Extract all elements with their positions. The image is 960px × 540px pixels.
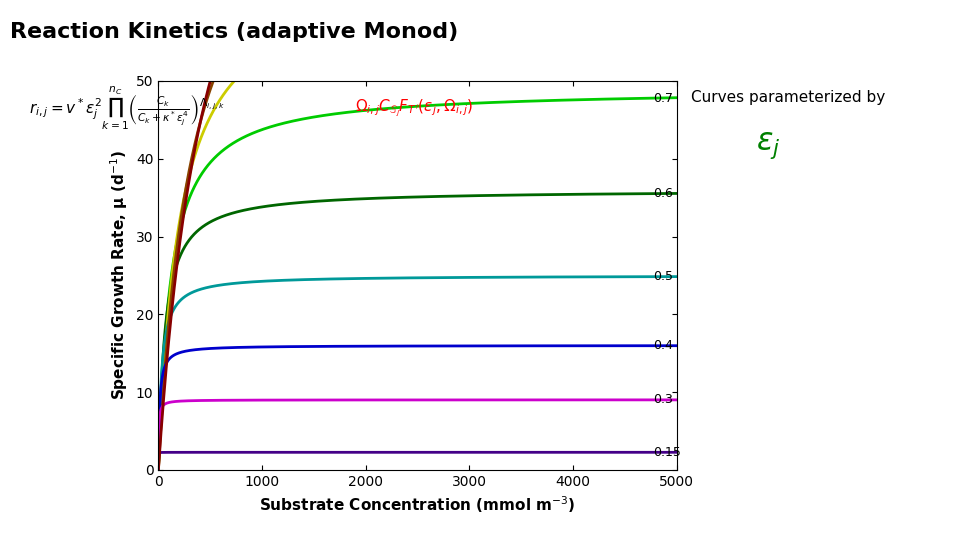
Text: $\Omega_{i,j}C_{\mathbb{S}_j}F_{T^{\prime}}(\varepsilon_j,\Omega_{i,j})$: $\Omega_{i,j}C_{\mathbb{S}_j}F_{T^{\prim… [355,97,473,119]
Text: 1.0: 1.0 [0,539,1,540]
Text: 0.8: 0.8 [0,539,1,540]
Text: Curves parameterized by: Curves parameterized by [691,90,885,105]
Text: $\varepsilon_j$: $\varepsilon_j$ [756,130,780,161]
Y-axis label: Specific Growth Rate, μ (d$^{-1}$): Specific Growth Rate, μ (d$^{-1}$) [108,151,131,400]
Text: 0.9: 0.9 [0,539,1,540]
Text: 0.3: 0.3 [653,393,673,407]
Text: 0.8: 0.8 [0,539,1,540]
Text: 0.5: 0.5 [653,270,673,283]
Text: $r_{i,j} = v^*\varepsilon_j^2\prod_{k=1}^{n_C}\left(\frac{C_k}{C_k + \kappa^*\va: $r_{i,j} = v^*\varepsilon_j^2\prod_{k=1}… [29,84,225,132]
Text: 0.9: 0.9 [0,539,1,540]
Text: 1.0: 1.0 [0,539,1,540]
Text: 0.4: 0.4 [653,339,673,352]
Text: 0.15: 0.15 [653,446,681,459]
Text: 0.7: 0.7 [653,92,673,105]
X-axis label: Substrate Concentration (mmol m$^{-3}$): Substrate Concentration (mmol m$^{-3}$) [259,494,576,515]
Text: 0.6: 0.6 [653,187,673,200]
Text: Reaction Kinetics (adaptive Monod): Reaction Kinetics (adaptive Monod) [10,22,458,42]
